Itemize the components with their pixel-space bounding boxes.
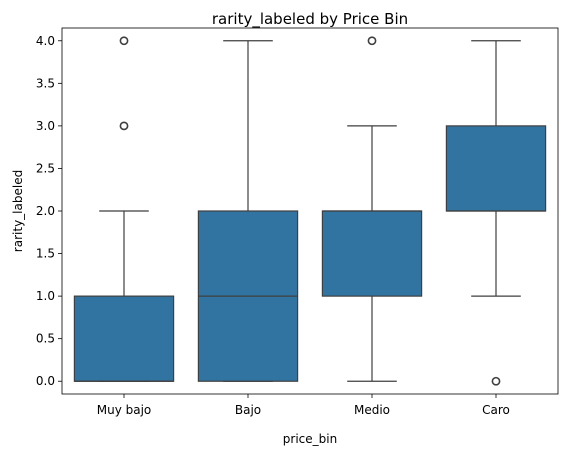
y-tick-label: 3.5 xyxy=(36,76,55,90)
box-iqr xyxy=(73,295,175,382)
outlier-point xyxy=(119,121,129,131)
y-axis-label: rarity_labeled xyxy=(11,170,25,252)
y-tick-label: 2.5 xyxy=(36,161,55,175)
box-iqr xyxy=(321,210,423,297)
box-caro xyxy=(445,40,547,386)
y-tick-label: 3.0 xyxy=(36,119,55,133)
chart-title: rarity_labeled by Price Bin xyxy=(212,10,408,29)
x-tick-label: Medio xyxy=(354,403,390,417)
outlier-point xyxy=(491,376,501,386)
x-axis: Muy bajo Bajo Medio Caro xyxy=(97,394,510,417)
y-tick-label: 0.0 xyxy=(36,374,55,388)
outlier-point xyxy=(367,36,377,46)
box-medio xyxy=(321,36,423,382)
plot-area xyxy=(73,36,547,386)
y-tick-label: 4.0 xyxy=(36,34,55,48)
x-tick-label: Bajo xyxy=(235,403,261,417)
box-muy-bajo xyxy=(73,36,175,382)
x-axis-label: price_bin xyxy=(283,432,337,446)
y-tick-label: 1.0 xyxy=(36,289,55,303)
box-iqr xyxy=(445,125,547,212)
y-tick-label: 1.5 xyxy=(36,247,55,261)
y-axis: 0.0 0.5 1.0 1.5 2.0 2.5 3.0 3.5 4.0 xyxy=(36,34,62,388)
y-tick-label: 2.0 xyxy=(36,204,55,218)
y-tick-label: 0.5 xyxy=(36,332,55,346)
outlier-point xyxy=(119,36,129,46)
x-tick-label: Caro xyxy=(482,403,510,417)
x-tick-label: Muy bajo xyxy=(97,403,152,417)
box-bajo xyxy=(197,40,299,382)
